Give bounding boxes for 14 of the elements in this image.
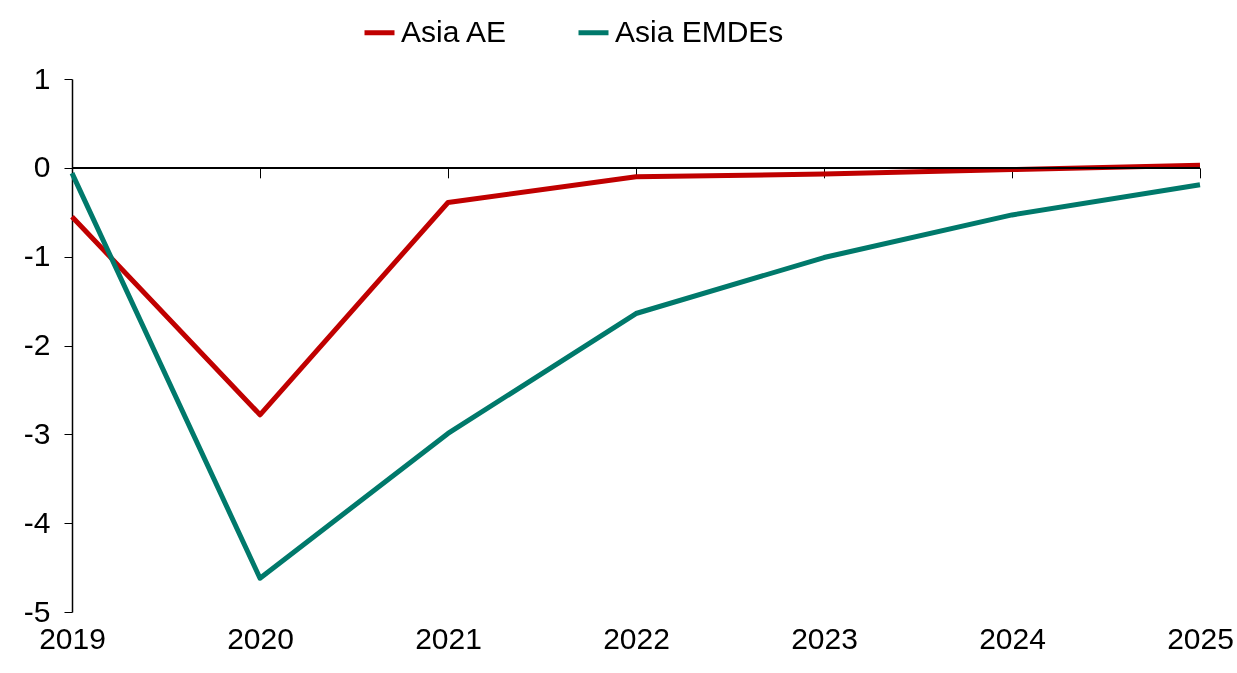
- y-tick-label: 1: [33, 61, 51, 95]
- x-tick-label: 2022: [603, 621, 670, 655]
- y-tick-label: -4: [23, 505, 51, 539]
- legend-label: Asia EMDEs: [615, 14, 784, 48]
- legend-label: Asia AE: [401, 14, 507, 48]
- y-tick-label: 0: [33, 150, 51, 184]
- y-tick-label: -2: [23, 328, 51, 361]
- x-tick-label: 2021: [415, 621, 482, 655]
- y-tick-label: -1: [23, 239, 51, 273]
- x-tick-label: 2023: [791, 621, 858, 655]
- x-tick-label: 2025: [1167, 621, 1234, 655]
- x-tick-label: 2024: [979, 621, 1046, 655]
- y-tick-label: -3: [23, 416, 51, 450]
- x-tick-label: 2020: [227, 621, 294, 655]
